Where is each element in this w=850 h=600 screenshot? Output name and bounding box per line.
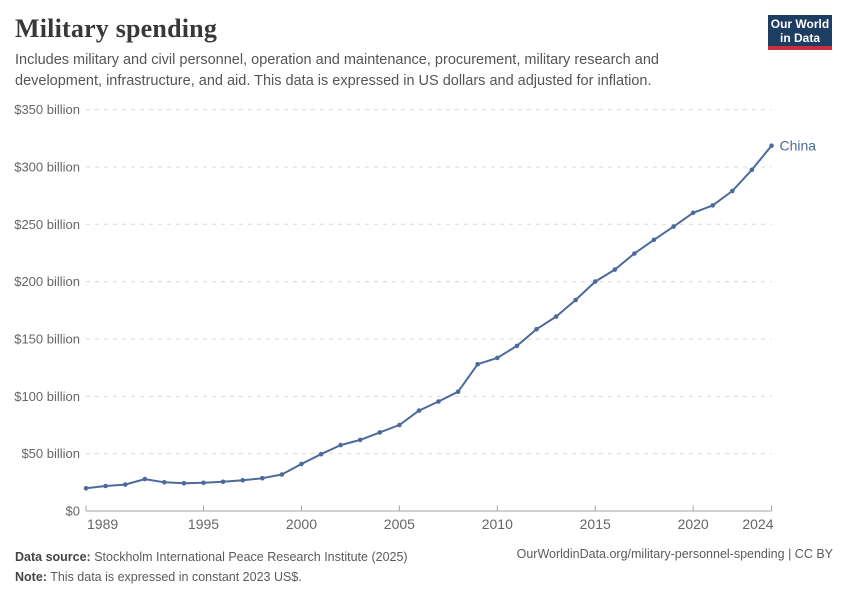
data-point[interactable]	[220, 479, 226, 485]
data-point[interactable]	[514, 343, 520, 349]
x-tick-label: 2024	[742, 516, 773, 532]
page-title: Military spending	[15, 14, 218, 43]
data-source-label: Data source:	[15, 550, 91, 564]
data-point[interactable]	[436, 399, 441, 404]
data-point[interactable]	[142, 476, 148, 482]
data-point[interactable]	[534, 326, 539, 332]
y-tick-label: $0	[66, 504, 80, 519]
data-point[interactable]	[260, 475, 265, 481]
data-point[interactable]	[299, 461, 304, 467]
footer-source-note: Data source: Stockholm International Pea…	[15, 547, 408, 587]
owid-logo-line1: Our World	[770, 16, 830, 31]
data-point[interactable]	[416, 408, 422, 413]
x-tick-label: 2010	[482, 516, 513, 532]
data-point[interactable]	[338, 442, 343, 448]
data-point[interactable]	[632, 251, 637, 256]
data-point[interactable]	[730, 188, 735, 194]
data-point[interactable]	[671, 224, 676, 229]
x-tick-label: 1989	[87, 516, 118, 532]
attribution-divider: |	[788, 547, 792, 561]
y-tick-label: $100 billion	[14, 389, 80, 404]
note-value: This data is expressed in constant 2023 …	[50, 570, 302, 584]
x-tick-label: 2005	[384, 516, 415, 532]
attribution-link[interactable]: OurWorldinData.org/military-personnel-sp…	[516, 547, 785, 561]
y-tick-label: $200 billion	[14, 274, 80, 289]
data-point[interactable]	[690, 210, 696, 216]
data-point[interactable]	[357, 437, 363, 443]
x-tick-label: 2020	[678, 516, 709, 532]
series-line[interactable]	[85, 145, 773, 490]
chart-subtitle: Includes military and civil personnel, o…	[15, 52, 659, 90]
data-point[interactable]	[201, 480, 206, 486]
data-point[interactable]	[318, 451, 324, 457]
data-point[interactable]	[103, 483, 108, 489]
license-label[interactable]: CC BY	[794, 547, 833, 561]
y-tick-label: $250 billion	[14, 217, 80, 232]
data-point[interactable]	[162, 480, 167, 485]
y-tick-label: $350 billion	[14, 102, 80, 117]
data-point[interactable]	[769, 143, 774, 148]
series-label[interactable]: China	[780, 138, 817, 154]
owid-logo-line2: in Data	[779, 30, 820, 45]
owid-logo: Our World in Data	[768, 15, 832, 50]
data-point[interactable]	[279, 472, 285, 477]
data-point[interactable]	[240, 478, 245, 483]
data-point[interactable]	[83, 486, 89, 491]
data-point[interactable]	[612, 267, 618, 272]
data-point[interactable]	[181, 480, 187, 486]
data-point[interactable]	[377, 430, 383, 435]
attribution: OurWorldinData.org/military-personnel-sp…	[517, 547, 833, 561]
note-line: Note: This data is expressed in constant…	[15, 567, 408, 587]
data-point[interactable]	[592, 279, 598, 284]
y-tick-label: $300 billion	[14, 159, 80, 174]
note-label: Note:	[15, 570, 47, 584]
y-tick-label: $150 billion	[14, 331, 80, 346]
x-tick-label: 1995	[188, 516, 219, 532]
data-source-line: Data source: Stockholm International Pea…	[15, 547, 408, 567]
data-point[interactable]	[651, 237, 657, 243]
data-point[interactable]	[122, 482, 128, 487]
data-point[interactable]	[553, 314, 559, 319]
data-point[interactable]	[397, 422, 402, 428]
data-point[interactable]	[475, 361, 481, 367]
data-point[interactable]	[749, 167, 755, 173]
data-point[interactable]	[710, 203, 715, 208]
data-source-value: Stockholm International Peace Research I…	[94, 550, 408, 564]
data-point[interactable]	[573, 297, 578, 303]
y-tick-label: $50 billion	[21, 446, 80, 461]
data-point[interactable]	[455, 389, 461, 395]
x-tick-label: 2000	[286, 516, 317, 532]
x-tick-label: 2015	[580, 516, 611, 532]
data-point[interactable]	[495, 355, 500, 361]
